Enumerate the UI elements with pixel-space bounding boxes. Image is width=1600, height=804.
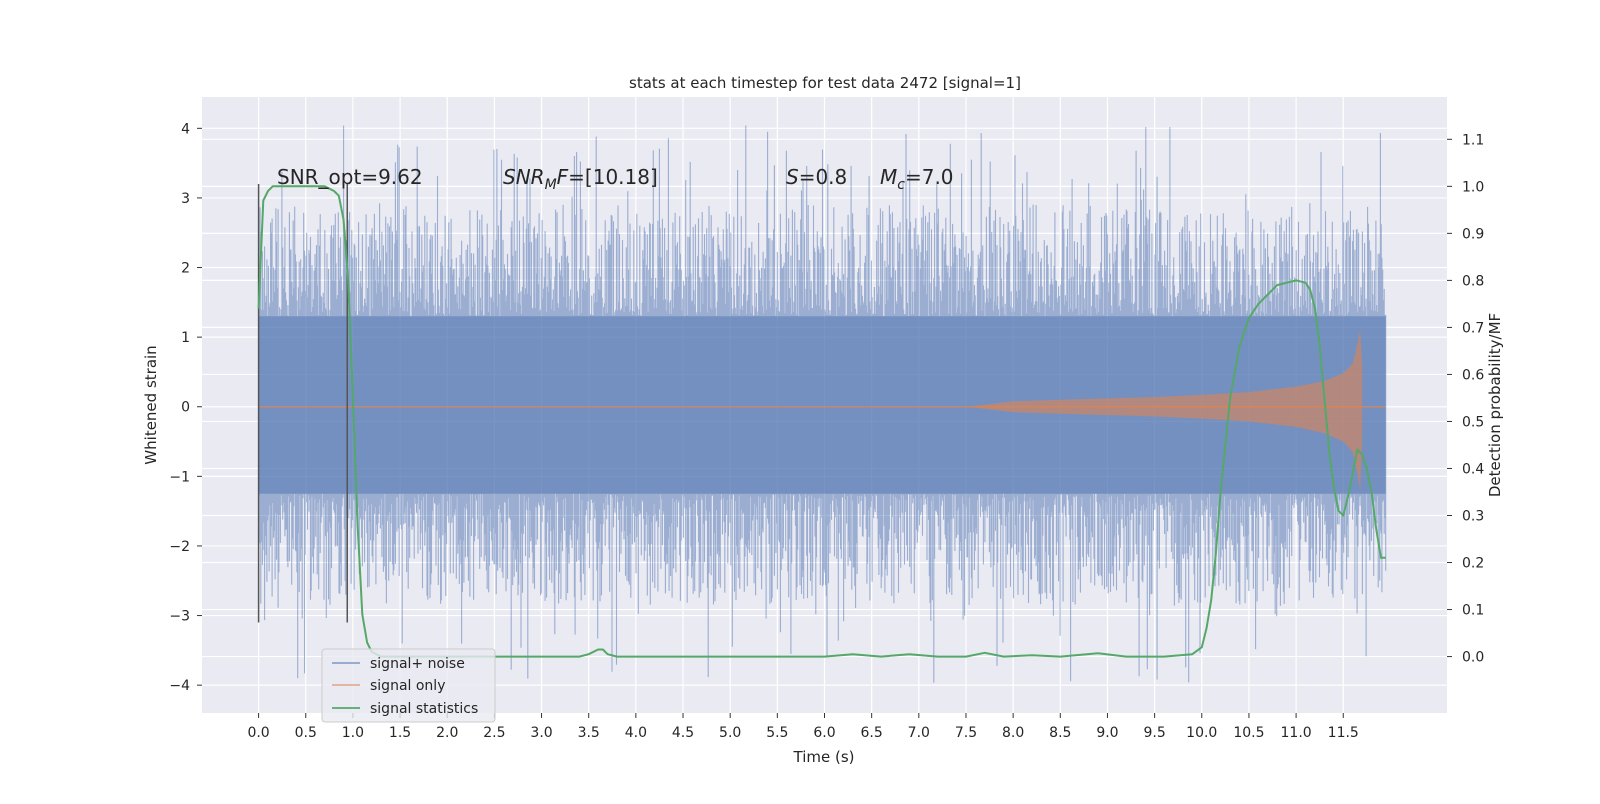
y-right-tick-label: 0.8 [1462, 273, 1484, 289]
x-tick-label: 7.5 [955, 725, 977, 741]
y-right-tick-label: 0.0 [1462, 650, 1484, 666]
x-tick-label: 4.0 [625, 725, 647, 741]
x-tick-label: 2.0 [436, 725, 458, 741]
mc-symbol: M [880, 165, 897, 189]
x-tick-label: 9.0 [1096, 725, 1118, 741]
s-annotation: S=0.8 [786, 165, 847, 189]
s-symbol: S [786, 165, 799, 189]
x-tick-label: 8.0 [1002, 725, 1024, 741]
snr-mf-f: F [557, 165, 569, 189]
y-right-tick-label: 1.0 [1462, 179, 1484, 195]
x-tick-label: 4.5 [672, 725, 694, 741]
y-tick-label: 0 [181, 400, 190, 416]
y-right-tick-label: 1.1 [1462, 132, 1484, 148]
legend-label-signal-noise: signal+ noise [370, 656, 465, 672]
y-tick-label: −3 [169, 609, 190, 625]
x-tick-label: 7.0 [908, 725, 930, 741]
y-tick-label: 2 [181, 261, 190, 277]
x-tick-label: 0.5 [295, 725, 317, 741]
y-right-tick-label: 0.2 [1462, 556, 1484, 572]
chart-title: stats at each timestep for test data 247… [629, 74, 1021, 92]
y-tick-label: −1 [169, 469, 190, 485]
snr-opt-annotation: SNR_opt=9.62 [277, 165, 423, 189]
annotations: SNR_opt=9.62 SNRMF=[10.18] S=0.8 Mc=7.0 [277, 165, 954, 193]
x-tick-label: 3.0 [530, 725, 552, 741]
y-right-tick-label: 0.7 [1462, 320, 1484, 336]
y-tick-label: 3 [181, 191, 190, 207]
signal-statistics-line [257, 185, 1386, 658]
y-right-tick-label: 0.3 [1462, 509, 1484, 525]
y-right-tick-label: 0.9 [1462, 226, 1484, 242]
y-tick-label: −4 [169, 678, 190, 694]
y-right-tick-label: 0.5 [1462, 414, 1484, 430]
y-axis-label: Whitened strain [142, 345, 160, 464]
y-tick-label: −2 [169, 539, 190, 555]
legend: signal+ noise signal only signal statist… [321, 648, 496, 723]
s-value: =0.8 [799, 165, 848, 189]
signal-only-envelope [965, 330, 1363, 491]
snr-mf-value: =[10.18] [568, 165, 658, 189]
x-tick-label: 10.0 [1186, 725, 1217, 741]
x-tick-label: 0.0 [247, 725, 269, 741]
y-axis-label-right: Detection probability/MF [1486, 313, 1504, 497]
x-tick-label: 1.5 [389, 725, 411, 741]
y-right-tick-label: 0.1 [1462, 603, 1484, 619]
snr-mf-symbol: SNR [503, 165, 545, 189]
x-tick-label: 2.5 [483, 725, 505, 741]
axis-ticks: 0.0 0.5 1.0 1.5 2.0 2.5 3.0 3.5 4.0 4.5 5.0 5.5 6.0 6… [169, 121, 1484, 741]
x-tick-label: 6.5 [861, 725, 883, 741]
mc-subscript: c [897, 177, 905, 193]
x-tick-label: 6.0 [813, 725, 835, 741]
x-tick-label: 11.0 [1281, 725, 1312, 741]
snr-mf-annotation: SNRMF=[10.18] [503, 165, 658, 193]
x-tick-label: 8.5 [1049, 725, 1071, 741]
x-axis-label: Time (s) [793, 748, 855, 766]
y-right-tick-label: 0.6 [1462, 367, 1484, 383]
signal-statistics-series [257, 185, 1386, 658]
legend-box [321, 648, 496, 723]
mc-value: =7.0 [905, 165, 954, 189]
signal-only-series [258, 330, 1386, 491]
x-tick-label: 11.5 [1328, 725, 1359, 741]
snr-mf-subscript: M [545, 177, 557, 193]
y-tick-label: 4 [181, 121, 190, 137]
x-tick-label: 5.0 [719, 725, 741, 741]
legend-label-signal-statistics: signal statistics [370, 701, 478, 717]
legend-label-signal-only: signal only [370, 678, 445, 694]
y-right-tick-label: 0.4 [1462, 461, 1484, 477]
x-tick-label: 5.5 [766, 725, 788, 741]
x-tick-label: 10.5 [1233, 725, 1264, 741]
x-tick-label: 3.5 [578, 725, 600, 741]
x-tick-label: 9.5 [1143, 725, 1165, 741]
mc-annotation: Mc=7.0 [880, 165, 954, 193]
x-tick-label: 1.0 [342, 725, 364, 741]
y-tick-label: 1 [181, 330, 190, 346]
